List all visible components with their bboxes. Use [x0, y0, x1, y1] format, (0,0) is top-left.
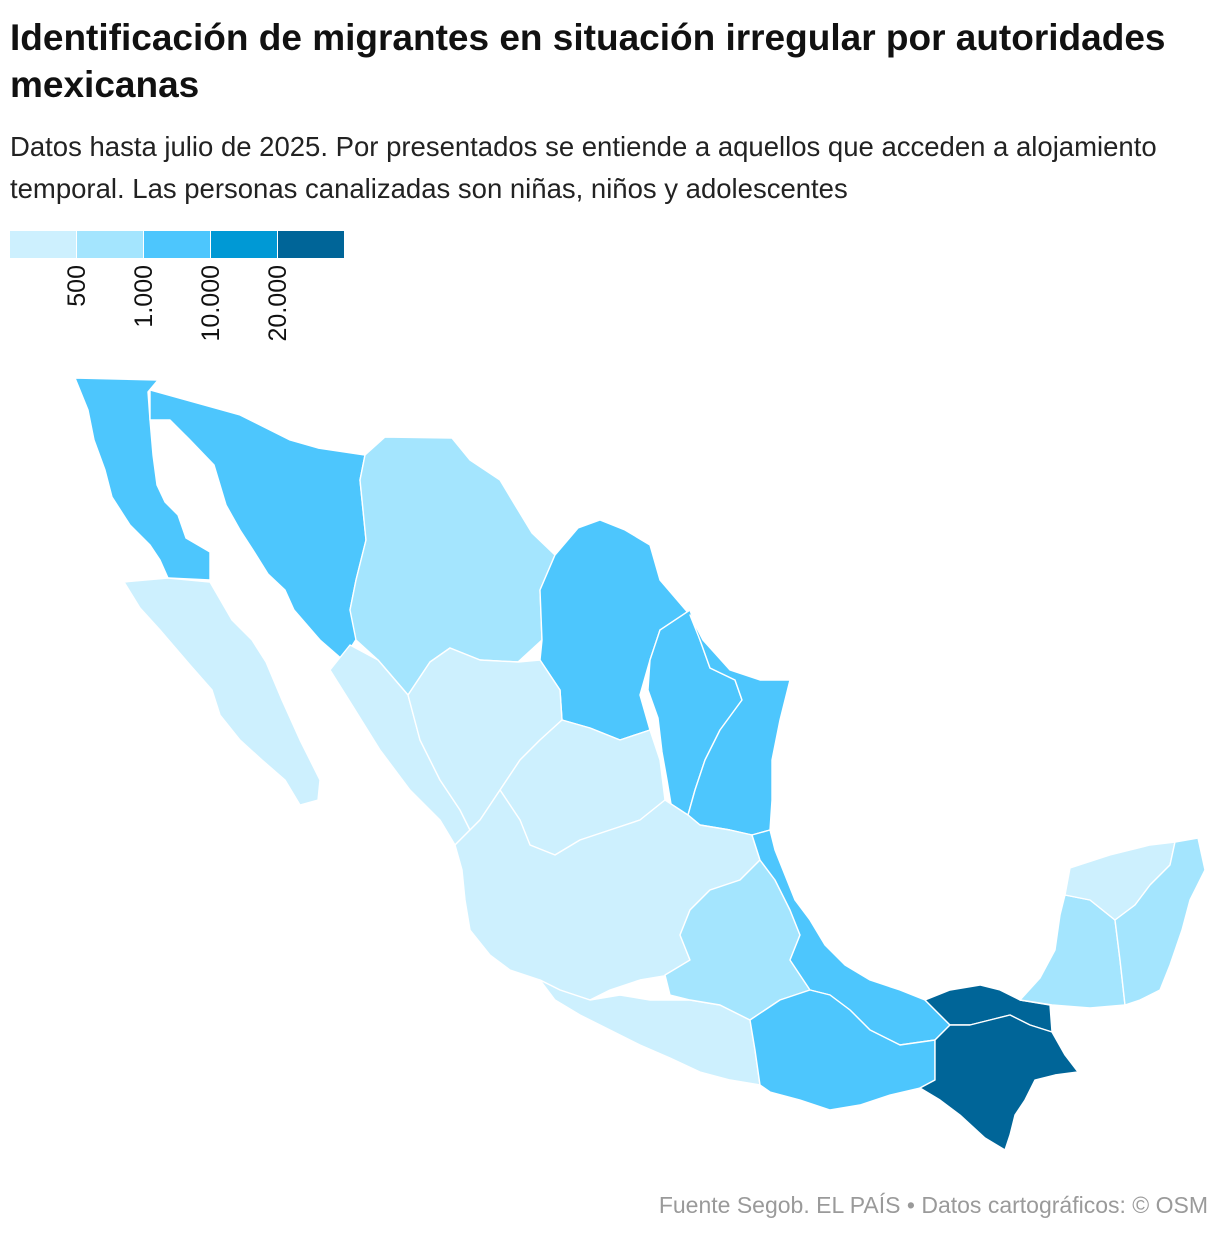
- footer-credits: Fuente Segob. EL PAÍS • Datos cartográfi…: [659, 1192, 1208, 1219]
- legend-swatch-4: [211, 231, 277, 258]
- footer-separator: •: [906, 1192, 915, 1218]
- footer-osm-credit: Datos cartográficos: © OSM: [921, 1192, 1208, 1218]
- region-baja-california: [74, 377, 211, 581]
- chart-title: Identificación de migrantes en situación…: [10, 17, 1166, 105]
- legend-swatch-5: [278, 231, 344, 258]
- region-quintana-roo: [1114, 837, 1206, 1006]
- region-sonora: [149, 389, 367, 661]
- region-baja-california-sur: [123, 577, 321, 806]
- color-legend: 500 1.000 10.000 20.000: [10, 231, 350, 371]
- footer-source: Fuente Segob. EL PAÍS: [658, 1192, 901, 1218]
- chart-subtitle: Datos hasta julio de 2025. Por presentad…: [10, 131, 1157, 204]
- mexico-choropleth-map: [74, 377, 1206, 1151]
- region-chiapas: [919, 1014, 1079, 1151]
- legend-swatch-2: [77, 231, 143, 258]
- legend-swatch-3: [144, 231, 210, 258]
- legend-swatch-1: [10, 231, 76, 258]
